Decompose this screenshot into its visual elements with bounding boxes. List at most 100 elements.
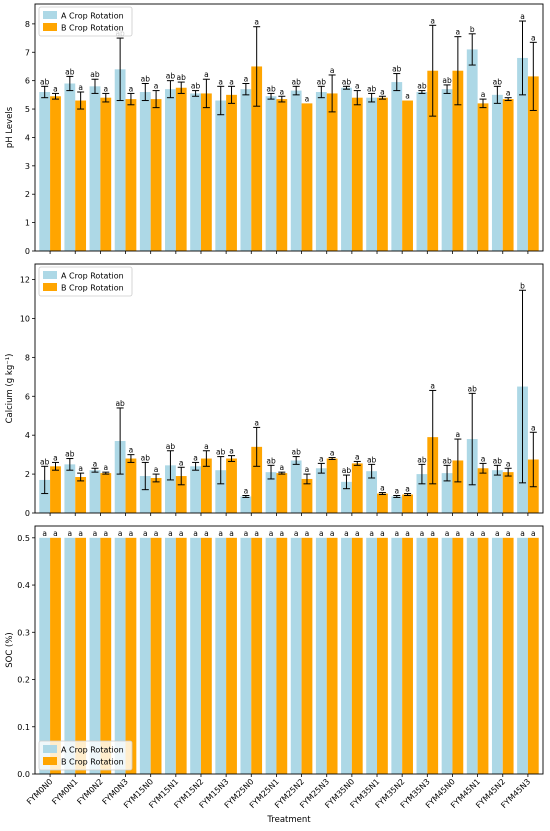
significance-letter: a <box>355 82 360 91</box>
significance-letter: a <box>269 529 274 538</box>
y-tick-label: 8 <box>25 353 30 362</box>
x-axis-label: Treatment <box>266 815 311 825</box>
bar-a-FYM35N3 <box>416 474 428 513</box>
bar-a-FYM25N3 <box>315 92 327 251</box>
significance-letter: a <box>430 16 435 25</box>
bar-a-FYM25N1 <box>265 537 277 774</box>
bar-b-FYM45N2 <box>502 99 514 251</box>
bar-a-FYM25N1 <box>265 472 277 513</box>
significance-letter: ab <box>417 82 427 91</box>
bar-a-FYM35N0 <box>341 537 352 774</box>
bar-b-FYM0N0 <box>50 96 61 252</box>
significance-letter: a <box>118 529 123 538</box>
y-tick-label: 2 <box>25 190 30 199</box>
legend-box <box>38 740 133 771</box>
bar-a-FYM0N3 <box>114 537 126 774</box>
bar-b-FYM25N0 <box>251 537 263 774</box>
significance-letter: ab <box>65 450 75 459</box>
bar-b-FYM0N0 <box>50 466 61 513</box>
significance-letter: a <box>204 70 209 79</box>
bar-b-FYM45N3 <box>527 76 539 252</box>
bar-b-FYM45N0 <box>452 537 464 774</box>
significance-letter: ab <box>266 84 276 93</box>
significance-letter: a <box>244 529 249 538</box>
y-tick-label: 7 <box>25 48 30 57</box>
bar-a-FYM35N1 <box>366 97 378 251</box>
bar-a-FYM25N0 <box>240 537 252 774</box>
significance-letter: a <box>506 89 511 98</box>
bar-a-FYM15N3 <box>215 537 227 774</box>
significance-letter: a <box>42 529 47 538</box>
significance-letter: a <box>319 454 324 463</box>
significance-letter: b <box>470 25 475 34</box>
significance-letter: a <box>78 464 83 473</box>
bar-b-FYM45N1 <box>477 468 489 513</box>
bar-a-FYM15N0 <box>139 476 151 513</box>
y-tick-label: 5 <box>25 105 30 114</box>
significance-letter: ab <box>493 77 503 86</box>
bar-b-FYM45N0 <box>452 460 464 513</box>
bar-b-FYM35N1 <box>377 97 388 251</box>
bar-b-FYM25N1 <box>276 99 288 251</box>
significance-letter: a <box>445 529 450 538</box>
significance-letter: a <box>193 529 198 538</box>
significance-letter: a <box>330 449 335 458</box>
y-tick-label: 6 <box>25 77 30 86</box>
bar-a-FYM45N2 <box>491 537 503 774</box>
x-tick-label: FYM0N2 <box>75 777 104 806</box>
significance-letter: a <box>193 453 198 462</box>
x-tick-label: FYM0N1 <box>50 777 79 806</box>
significance-letter: a <box>218 77 223 86</box>
bar-a-FYM25N1 <box>265 96 277 252</box>
significance-letter: a <box>294 529 299 538</box>
significance-letter: a <box>470 529 475 538</box>
significance-letter: a <box>78 83 83 92</box>
legend-label: B Crop Rotation <box>61 24 124 33</box>
bar-b-FYM0N3 <box>125 537 137 774</box>
bar-a-FYM25N2 <box>290 90 302 252</box>
legend-swatch-b <box>43 757 57 765</box>
bar-b-FYM35N2 <box>402 494 413 513</box>
significance-letter: ab <box>291 77 301 86</box>
bar-b-FYM25N0 <box>251 446 263 513</box>
bar-b-FYM15N2 <box>200 93 212 252</box>
bar-a-FYM0N2 <box>89 470 101 513</box>
bar-a-FYM0N2 <box>89 86 101 251</box>
bar-b-FYM35N0 <box>351 537 363 774</box>
legend-swatch-a <box>43 745 57 753</box>
bar-b-FYM45N0 <box>452 70 464 252</box>
bar-a-FYM0N1 <box>64 464 76 513</box>
significance-letter: a <box>229 529 234 538</box>
significance-letter: a <box>355 529 360 538</box>
significance-letter: a <box>280 463 285 472</box>
bar-b-FYM25N2 <box>301 103 313 251</box>
significance-letter: a <box>405 485 410 494</box>
bar-b-FYM25N1 <box>276 537 288 774</box>
bar-a-FYM15N2 <box>190 537 201 774</box>
significance-letter: a <box>481 529 486 538</box>
significance-letter: b <box>520 281 525 290</box>
significance-letter: a <box>319 529 324 538</box>
significance-letter: a <box>218 529 223 538</box>
significance-letter: a <box>405 92 410 101</box>
significance-letter: a <box>168 529 173 538</box>
significance-letter: a <box>154 529 159 538</box>
bar-a-FYM35N0 <box>341 87 352 252</box>
bar-b-FYM15N3 <box>226 537 237 774</box>
x-tick-label: FYM0N0 <box>25 777 54 806</box>
significance-letter: a <box>280 529 285 538</box>
significance-letter: a <box>305 94 310 103</box>
significance-letter: a <box>531 423 536 432</box>
significance-letter: ab <box>367 455 377 464</box>
bar-a-FYM15N3 <box>215 470 227 513</box>
bar-b-FYM35N3 <box>427 537 439 774</box>
significance-letter: a <box>456 430 461 439</box>
bar-a-FYM0N1 <box>64 83 76 251</box>
significance-letter: a <box>78 529 83 538</box>
legend-label: A Crop Rotation <box>61 272 124 281</box>
bar-a-FYM0N2 <box>89 537 101 774</box>
significance-letter: a <box>520 529 525 538</box>
significance-letter: ab <box>65 67 75 76</box>
